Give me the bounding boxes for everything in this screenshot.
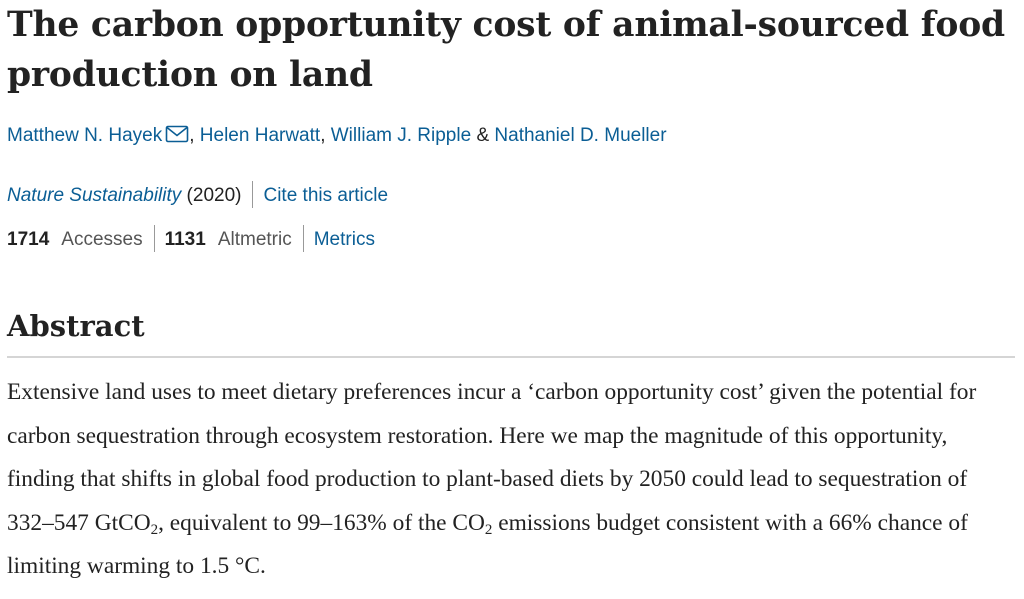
- author-separator: ,: [189, 125, 200, 146]
- abstract-text-part1: Extensive land uses to meet dietary pref…: [7, 379, 977, 536]
- journal-info: Nature Sustainability (2020) Cite this ar…: [7, 181, 388, 210]
- journal-name-link[interactable]: Nature Sustainability: [7, 185, 182, 206]
- article-title: The carbon opportunity cost of animal-so…: [7, 5, 1005, 95]
- cite-article-link[interactable]: Cite this article: [263, 185, 389, 206]
- metrics-link[interactable]: Metrics: [313, 229, 375, 250]
- abstract-paragraph: Extensive land uses to meet dietary pref…: [7, 371, 1019, 589]
- author-link-hayek[interactable]: Matthew N. Hayek: [7, 125, 163, 146]
- divider: [252, 181, 254, 208]
- abstract-subscript-2: 2: [484, 521, 493, 538]
- author-link-mueller[interactable]: Nathaniel D. Mueller: [494, 125, 667, 146]
- publication-year: (2020): [186, 185, 242, 206]
- author-link-harwatt[interactable]: Helen Harwatt: [199, 125, 321, 146]
- abstract-text-part3: emissions budget consistent with a 66% c…: [7, 509, 968, 580]
- accesses-count: 1714: [7, 229, 50, 250]
- abstract-subscript-1: 2: [150, 521, 159, 538]
- altmetric-label: Altmetric: [217, 229, 292, 250]
- author-link-ripple[interactable]: William J. Ripple: [330, 125, 472, 146]
- abstract-text-part2: , equivalent to 99–163% of the CO: [158, 509, 485, 536]
- altmetric-count: 1131: [164, 229, 206, 250]
- abstract-heading: Abstract: [7, 309, 145, 343]
- divider: [302, 225, 304, 252]
- author-separator: ,: [320, 125, 331, 146]
- section-divider: [7, 356, 1015, 358]
- accesses-label: Accesses: [61, 229, 143, 250]
- divider: [153, 225, 155, 252]
- author-and: &: [471, 125, 495, 146]
- mail-icon[interactable]: [165, 124, 189, 152]
- author-list: Matthew N. Hayek, Helen Harwatt, William…: [7, 122, 1007, 152]
- article-metrics: 1714 Accesses 1131 Altmetric Metrics: [7, 225, 375, 254]
